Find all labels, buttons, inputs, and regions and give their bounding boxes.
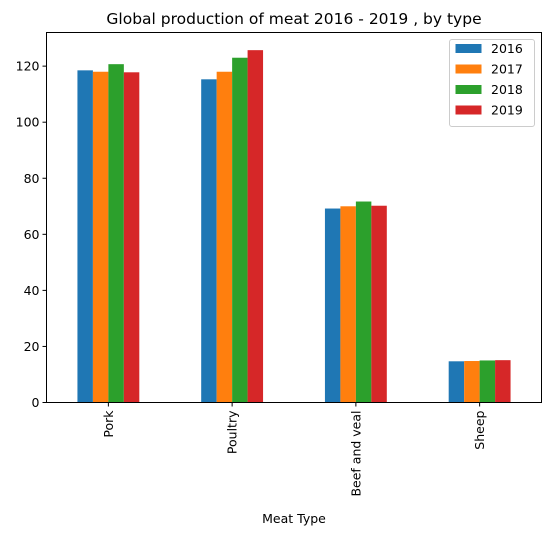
bar-2019-beef-and-veal (371, 205, 387, 403)
legend: 2016 2017 2018 2019 (449, 39, 535, 127)
bar-2017-sheep (464, 361, 480, 403)
plot-frame (46, 32, 542, 403)
x-axis-label: Meat Type (262, 511, 326, 526)
x-tick-label: Sheep (472, 410, 487, 449)
legend-label: 2019 (491, 103, 523, 118)
y-tick-label: 100 (16, 115, 40, 130)
bar-2018-pork (108, 64, 124, 403)
bar-2016-beef-and-veal (324, 208, 341, 403)
bar-2018-sheep (479, 360, 496, 403)
legend-frame (449, 39, 535, 127)
y-tick-label: 120 (16, 59, 40, 74)
y-tick-label: 20 (24, 339, 40, 354)
legend-label: 2016 (491, 41, 523, 56)
y-tick-label: 60 (24, 227, 40, 242)
legend-swatch (455, 85, 482, 94)
bar-2016-poultry (201, 79, 217, 403)
bar-2019-sheep (495, 360, 511, 403)
x-tick-label: Pork (101, 410, 116, 438)
y-axis: 0 20 40 60 80 100 120 (16, 59, 47, 410)
x-tick-label: Beef and veal (348, 411, 363, 497)
x-tick-label: Poultry (225, 410, 240, 454)
bar-2017-pork (92, 71, 109, 403)
plot-area (77, 50, 511, 403)
bar-2019-pork (123, 72, 140, 403)
legend-swatch (455, 64, 482, 74)
legend-label: 2018 (491, 82, 523, 97)
bar-2017-poultry (216, 71, 233, 403)
y-tick-label: 40 (24, 283, 40, 298)
legend-swatch (455, 105, 482, 115)
bar-2018-beef-and-veal (355, 201, 372, 403)
y-tick-label: 80 (24, 171, 40, 186)
y-tick-label: 0 (32, 395, 40, 410)
bar-2017-beef-and-veal (340, 206, 356, 403)
chart-title: Global production of meat 2016 - 2019 , … (106, 10, 481, 28)
x-axis: Pork Poultry Beef and veal Sheep (101, 402, 487, 497)
bar-2018-poultry (232, 57, 248, 403)
bar-2016-sheep (448, 361, 465, 403)
legend-label: 2017 (491, 62, 523, 77)
bar-2016-pork (77, 70, 93, 403)
legend-swatch (455, 44, 482, 53)
bar-2019-poultry (247, 50, 264, 403)
